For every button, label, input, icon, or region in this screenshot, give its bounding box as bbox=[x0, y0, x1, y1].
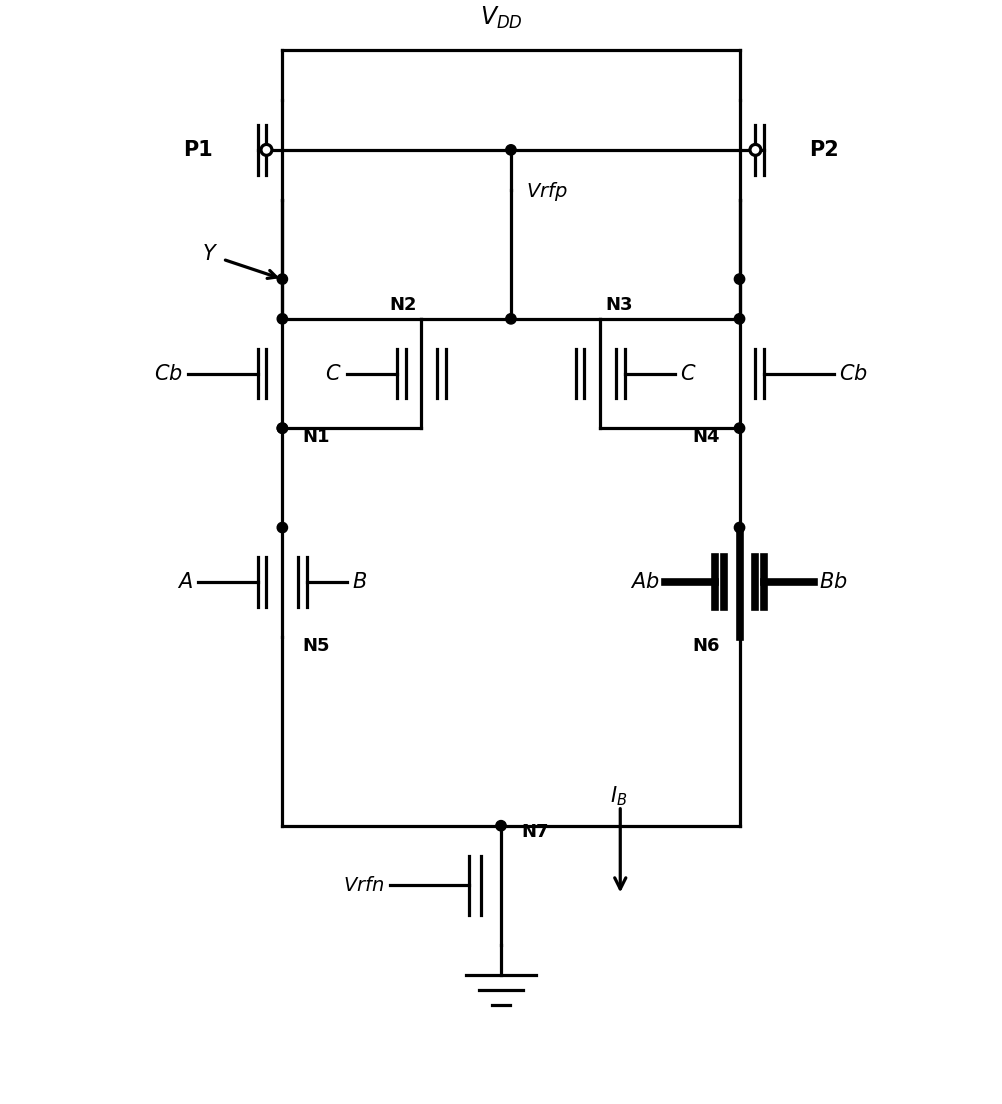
Text: $Cb$: $Cb$ bbox=[154, 363, 183, 383]
Circle shape bbox=[278, 423, 288, 434]
Text: $Vrfn$: $Vrfn$ bbox=[344, 875, 385, 895]
Circle shape bbox=[496, 820, 506, 831]
Text: $B$: $B$ bbox=[352, 572, 367, 592]
Text: N5: N5 bbox=[303, 637, 330, 655]
Circle shape bbox=[278, 274, 288, 284]
Text: $A$: $A$ bbox=[177, 572, 193, 592]
Text: $Vrfp$: $Vrfp$ bbox=[526, 180, 567, 203]
Circle shape bbox=[506, 145, 516, 155]
Circle shape bbox=[278, 522, 288, 533]
Circle shape bbox=[278, 314, 288, 323]
Text: $C$: $C$ bbox=[680, 363, 696, 383]
Circle shape bbox=[734, 423, 744, 434]
Circle shape bbox=[734, 522, 744, 533]
Text: $Ab$: $Ab$ bbox=[630, 572, 660, 592]
Text: $I_B$: $I_B$ bbox=[610, 784, 627, 808]
Text: $C$: $C$ bbox=[326, 363, 342, 383]
Text: P2: P2 bbox=[809, 140, 839, 160]
Circle shape bbox=[278, 423, 288, 434]
Text: $Y$: $Y$ bbox=[201, 244, 217, 264]
Circle shape bbox=[506, 314, 516, 323]
Text: N6: N6 bbox=[692, 637, 719, 655]
Text: $V_{DD}$: $V_{DD}$ bbox=[480, 4, 522, 31]
Text: P1: P1 bbox=[183, 140, 212, 160]
Circle shape bbox=[261, 145, 272, 156]
Circle shape bbox=[749, 145, 761, 156]
Text: N2: N2 bbox=[389, 296, 417, 314]
Circle shape bbox=[734, 314, 744, 323]
Text: N7: N7 bbox=[521, 822, 548, 841]
Circle shape bbox=[734, 274, 744, 284]
Text: $Cb$: $Cb$ bbox=[839, 363, 868, 383]
Text: N4: N4 bbox=[692, 428, 719, 446]
Text: N1: N1 bbox=[303, 428, 330, 446]
Text: $Bb$: $Bb$ bbox=[819, 572, 848, 592]
Text: N3: N3 bbox=[605, 296, 633, 314]
